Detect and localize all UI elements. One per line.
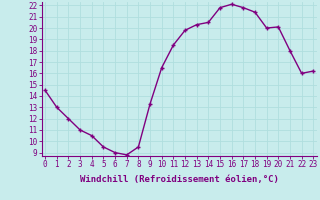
X-axis label: Windchill (Refroidissement éolien,°C): Windchill (Refroidissement éolien,°C) (80, 175, 279, 184)
